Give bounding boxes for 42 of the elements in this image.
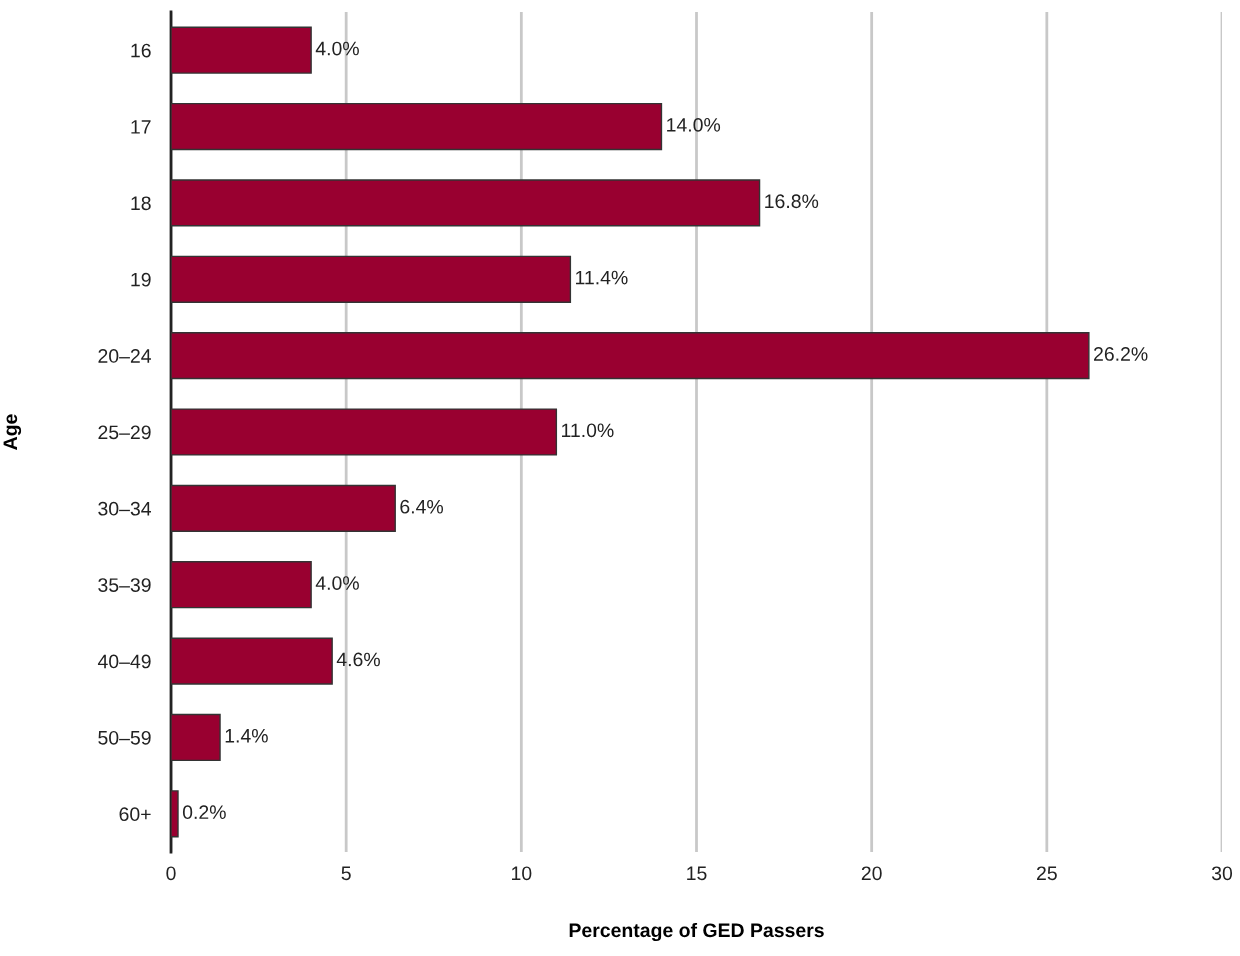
y-tick-label: 25–29 [98, 425, 151, 440]
bar [171, 713, 221, 762]
y-tick-label: 16 [131, 43, 151, 58]
y-tick-label: 50–59 [98, 730, 151, 745]
data-label: 11.0% [562, 423, 614, 438]
data-label: 4.0% [315, 41, 359, 56]
y-tick-label: 30–34 [98, 501, 151, 516]
data-label: 0.2% [182, 805, 226, 820]
data-label: 4.6% [336, 652, 380, 667]
y-tick-label: 19 [131, 272, 151, 287]
data-label: 14.0% [667, 118, 721, 132]
x-tick-label: 0 [166, 866, 176, 881]
data-label: 16.8% [765, 194, 819, 209]
data-label: 26.2% [1094, 347, 1148, 361]
y-tick-label: 60+ [119, 807, 151, 822]
x-tick-label: 25 [1037, 866, 1057, 881]
y-tick-label: 18 [131, 196, 151, 211]
data-label: 4.0% [315, 576, 359, 590]
bar [171, 332, 1090, 380]
x-tick-label: 30 [1211, 866, 1233, 881]
bar [171, 484, 396, 532]
x-tick-label: 15 [687, 866, 707, 881]
bar [171, 26, 312, 74]
bar [171, 408, 558, 456]
y-tick-label: 35–39 [98, 578, 151, 592]
x-tick-label: 5 [341, 866, 351, 881]
bar [171, 790, 179, 838]
data-label: 11.4% [576, 270, 628, 285]
y-axis-title: Age [3, 414, 22, 450]
y-tick-label: 17 [131, 120, 151, 134]
bar [171, 179, 761, 227]
x-tick-label: 20 [861, 866, 882, 881]
x-axis-title: Percentage of GED Passers [569, 922, 824, 942]
bar [171, 255, 572, 303]
data-label: 1.4% [225, 728, 268, 743]
y-tick-label: 20–24 [98, 349, 151, 363]
bar [171, 561, 312, 609]
y-tick-label: 40–49 [97, 654, 151, 669]
data-label: 6.4% [400, 499, 444, 514]
bar [171, 637, 333, 685]
x-tick-label: 10 [512, 866, 532, 881]
bar [171, 102, 663, 151]
